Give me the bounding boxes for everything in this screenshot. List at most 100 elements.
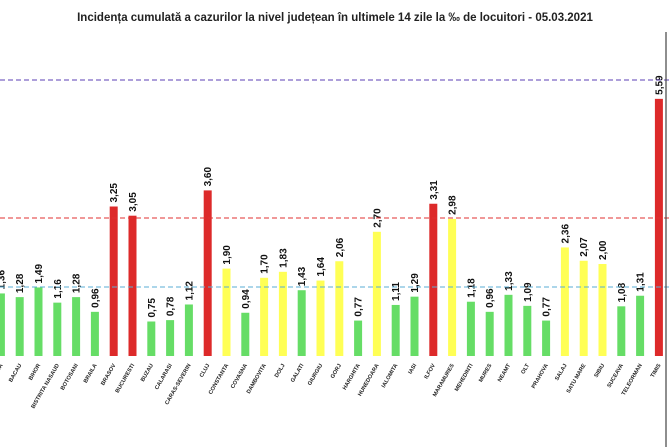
value-label: 1,36 (0, 270, 7, 290)
bar-ialomita (391, 304, 400, 356)
category-label: MEHEDINTI (454, 363, 475, 393)
value-label: 1,70 (260, 254, 271, 274)
category-label: BUZAU (140, 363, 155, 383)
value-label: 3,25 (109, 183, 120, 203)
value-label: 1,29 (410, 273, 421, 293)
value-label: 1,28 (72, 273, 83, 293)
bar-ilfov (429, 203, 438, 356)
value-label: 0,96 (485, 288, 496, 308)
value-label: 5,59 (654, 75, 665, 95)
bar-bistrita-nasaud (53, 302, 62, 356)
value-label: 1,83 (278, 248, 289, 268)
bar-constanta (222, 268, 231, 356)
category-label: OLT (520, 363, 531, 376)
category-label: SATU MARE (566, 363, 588, 395)
bar-mehedinti (466, 301, 475, 356)
bar-bacau (15, 297, 24, 356)
category-label: SUCEAVA (607, 363, 625, 389)
category-label: BIHOR (28, 363, 42, 382)
bar-timis (654, 98, 663, 357)
value-label: 1,08 (617, 282, 628, 302)
value-label: 2,98 (448, 195, 459, 215)
value-label: 1,09 (523, 282, 534, 302)
bar-botosani (72, 297, 81, 356)
category-label: BUCURESTI (115, 363, 137, 395)
value-label: 1,64 (316, 257, 327, 277)
value-label: 1,49 (34, 264, 45, 284)
category-label: HARGHITA (342, 363, 362, 391)
category-label: BACAU (8, 363, 23, 383)
bar-dolj (278, 271, 287, 356)
value-label: 3,05 (128, 192, 139, 212)
value-label: 0,78 (166, 296, 177, 316)
category-label: IALOMITA (381, 363, 400, 389)
bar-caras-severin (184, 304, 193, 356)
bar-satu-mare (579, 260, 588, 356)
value-label: 1,31 (636, 272, 647, 292)
category-label: IASI (408, 363, 419, 376)
value-label: 3,60 (203, 166, 214, 186)
bar-brasov (109, 206, 118, 356)
value-label: 0,96 (90, 288, 101, 308)
bar-olt (523, 305, 532, 356)
value-label: 1,16 (53, 279, 64, 299)
value-label: 2,07 (579, 237, 590, 257)
value-label: 1,12 (184, 281, 195, 301)
chart-title: Incidența cumulată a cazurilor la nivel … (77, 12, 593, 24)
category-label: CONSTANTA (208, 363, 230, 396)
bar-cluj (203, 190, 212, 356)
category-label: NEAMT (497, 362, 512, 383)
bar-dambovita (260, 277, 269, 356)
bar-sibiu (598, 264, 607, 356)
category-label: ALBA (0, 363, 5, 379)
category-label: TELEORMAN (621, 363, 644, 397)
bar-salaj (560, 247, 569, 356)
category-label: PRAHOVA (531, 363, 550, 390)
category-label: SALAJ (554, 363, 568, 382)
bar-hunedoara (372, 231, 381, 356)
category-label: BRASOV (100, 363, 117, 387)
value-label: 1,33 (504, 271, 515, 291)
bar-braila (90, 311, 99, 356)
category-label: MURES (478, 363, 493, 384)
category-label: BRAILA (83, 363, 99, 384)
bar-neamt (504, 294, 513, 356)
category-label: GIURGIU (307, 363, 324, 387)
bar-calarasi (166, 320, 175, 356)
value-label: 1,43 (297, 266, 308, 286)
value-label: 2,06 (335, 237, 346, 257)
bar-covasna (241, 312, 250, 356)
bar-harghita (354, 320, 363, 356)
bar-gorj (335, 261, 344, 356)
category-label: SIBIU (594, 363, 607, 379)
value-label: 0,75 (147, 298, 158, 318)
value-label: 0,77 (542, 297, 553, 317)
category-label: HUNEDOARA (357, 363, 380, 397)
value-label: 2,00 (598, 240, 609, 260)
value-label: 0,77 (354, 297, 365, 317)
value-label: 0,94 (241, 289, 252, 309)
bar-giurgiu (316, 280, 325, 356)
value-label: 1,18 (466, 278, 477, 298)
value-label: 1,11 (391, 282, 402, 301)
value-label: 2,36 (560, 224, 571, 244)
category-label: BOTOSANI (60, 363, 80, 392)
value-label: 3,31 (429, 180, 440, 200)
category-label: GORJ (330, 363, 343, 380)
value-label: 1,90 (222, 245, 233, 265)
category-label: DOLJ (274, 363, 287, 379)
category-label: DAMBOVITA (246, 363, 268, 395)
category-label: GALATI (290, 363, 306, 384)
bar-iasi (410, 296, 419, 356)
category-label: COVASNA (230, 363, 249, 390)
bar-mures (485, 311, 494, 356)
value-label: 1,28 (15, 273, 26, 293)
bar-teleorman (636, 295, 645, 356)
bar-bucuresti (128, 215, 137, 356)
bar-prahova (542, 320, 551, 356)
bar-galati (297, 290, 306, 356)
category-label: CLUJ (199, 363, 212, 379)
bar-buzau (147, 321, 156, 356)
bar-suceava (617, 306, 626, 356)
